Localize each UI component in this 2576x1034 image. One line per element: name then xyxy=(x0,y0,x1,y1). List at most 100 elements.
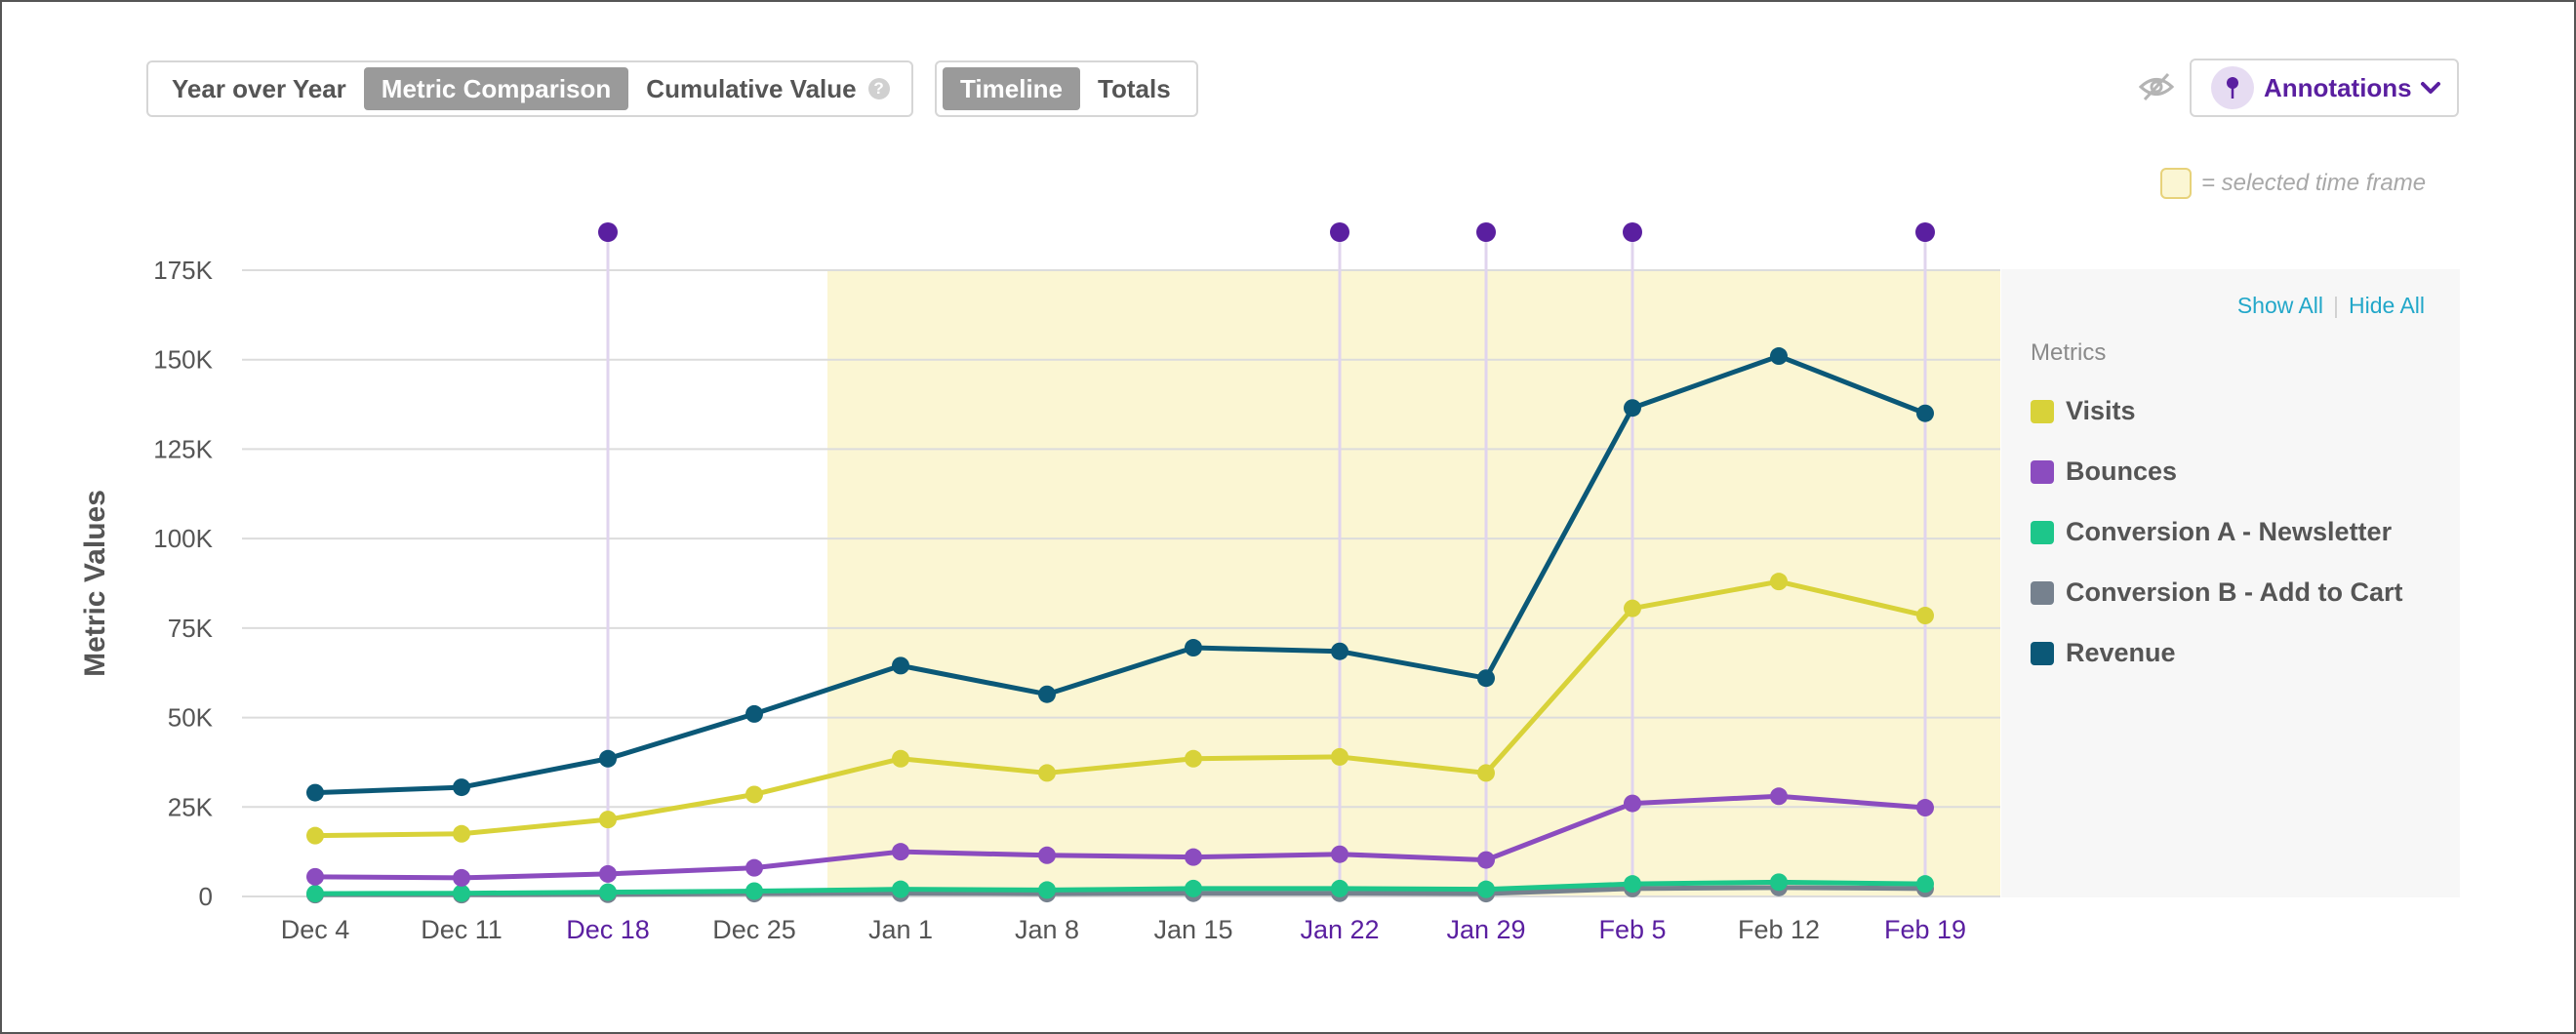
data-point xyxy=(306,826,324,845)
data-point xyxy=(892,880,909,898)
x-tick-label: Jan 8 xyxy=(1015,915,1079,944)
view-mode-segmented-control: Year over Year Metric Comparison Cumulat… xyxy=(146,60,913,117)
data-point xyxy=(1916,404,1934,422)
legend-label-visits: Visits xyxy=(2066,396,2136,425)
series-line-bounces xyxy=(314,793,1926,881)
x-tick-label: Feb 19 xyxy=(1884,915,1966,944)
data-point xyxy=(1477,880,1495,898)
show-all-link[interactable]: Show All xyxy=(2236,293,2324,318)
y-tick-label: 175K xyxy=(153,256,213,285)
legend-swatch-conversion-a xyxy=(2031,520,2054,544)
legend-swatch-revenue xyxy=(2031,641,2054,665)
x-tick-label: Jan 22 xyxy=(1300,915,1379,944)
data-point xyxy=(892,749,909,768)
legend-item-conversion-a[interactable]: Conversion A - Newsletter xyxy=(2031,517,2392,547)
chevron-down-icon xyxy=(2420,82,2440,94)
annotation-marker xyxy=(598,222,618,242)
tab-year-over-year-label: Year over Year xyxy=(172,74,346,103)
series-visits xyxy=(306,573,1934,845)
data-point xyxy=(1038,846,1056,864)
tab-cumulative-value-label: Cumulative Value xyxy=(646,74,857,103)
legend-swatch-bounces xyxy=(2031,459,2054,484)
series-line-visits xyxy=(314,578,1926,839)
x-tick-label: Jan 29 xyxy=(1446,915,1525,944)
tab-metric-comparison[interactable]: Metric Comparison xyxy=(363,67,629,110)
data-point xyxy=(892,656,909,675)
data-point xyxy=(1916,799,1934,817)
legend-item-visits[interactable]: Visits xyxy=(2031,396,2136,426)
data-point xyxy=(1038,685,1056,703)
series-revenue xyxy=(306,347,1934,802)
data-point xyxy=(1038,881,1056,899)
tab-year-over-year[interactable]: Year over Year xyxy=(154,67,364,110)
data-point xyxy=(1331,845,1348,863)
series-bounces xyxy=(306,787,1934,887)
annotations-dropdown-button[interactable]: Annotations xyxy=(2190,59,2459,117)
legend-swatch-conversion-b xyxy=(2031,580,2054,605)
selected-time-frame-swatch xyxy=(2160,168,2192,199)
annotation-marker xyxy=(1915,222,1935,242)
series-conversion-a-newsletter xyxy=(306,873,1934,903)
legend-links-separator: | xyxy=(2333,293,2340,318)
data-point xyxy=(1770,873,1788,892)
data-point xyxy=(1331,879,1348,897)
legend-item-conversion-b[interactable]: Conversion B - Add to Cart xyxy=(2031,577,2403,608)
x-tick-label: Dec 11 xyxy=(421,915,503,944)
data-point xyxy=(599,883,617,901)
data-point xyxy=(306,783,324,802)
legend-panel: Show All | Hide All Metrics Visits Bounces… xyxy=(2001,269,2460,897)
x-tick-label: Dec 4 xyxy=(281,915,350,944)
tab-totals[interactable]: Totals xyxy=(1080,67,1188,110)
data-point xyxy=(892,843,909,861)
y-tick-label: 100K xyxy=(153,524,213,553)
selected-time-frame-note: = selected time frame xyxy=(2160,168,2426,199)
hide-all-link[interactable]: Hide All xyxy=(2349,293,2425,318)
pin-icon xyxy=(2211,66,2254,109)
data-point xyxy=(1185,879,1202,897)
data-point xyxy=(599,864,617,883)
legend-label-revenue: Revenue xyxy=(2066,638,2176,667)
data-point xyxy=(1624,399,1641,418)
data-point xyxy=(1770,347,1788,366)
data-point xyxy=(745,785,763,804)
data-point xyxy=(1916,875,1934,894)
legend-item-bounces[interactable]: Bounces xyxy=(2031,457,2177,487)
x-tick-label: Jan 1 xyxy=(868,915,933,944)
tab-totals-label: Totals xyxy=(1098,74,1171,103)
display-mode-segmented-control: Timeline Totals xyxy=(935,60,1198,117)
tab-metric-comparison-label: Metric Comparison xyxy=(381,74,612,103)
data-point xyxy=(745,858,763,877)
data-point xyxy=(306,885,324,903)
tab-timeline[interactable]: Timeline xyxy=(943,67,1081,110)
data-point xyxy=(453,824,470,843)
data-point xyxy=(453,778,470,797)
data-point xyxy=(1185,639,1202,657)
tab-timeline-label: Timeline xyxy=(960,74,1064,103)
data-point xyxy=(745,704,763,723)
legend-item-revenue[interactable]: Revenue xyxy=(2031,638,2176,668)
data-point xyxy=(1477,669,1495,688)
annotation-marker xyxy=(1476,222,1496,242)
y-tick-label: 75K xyxy=(168,614,214,643)
x-tick-label: Dec 18 xyxy=(566,915,650,944)
series-line-revenue xyxy=(314,353,1926,796)
legend-label-bounces: Bounces xyxy=(2066,457,2178,486)
series-line-conversion-a-newsletter xyxy=(314,879,1926,896)
data-point xyxy=(1770,573,1788,591)
data-point xyxy=(1331,642,1348,660)
data-point xyxy=(1624,875,1641,894)
y-tick-label: 150K xyxy=(153,345,213,375)
y-tick-label: 25K xyxy=(168,792,214,821)
data-point xyxy=(1331,747,1348,766)
data-point xyxy=(1624,794,1641,813)
data-point xyxy=(306,867,324,886)
legend-swatch-visits xyxy=(2031,399,2054,423)
data-point xyxy=(1477,764,1495,782)
y-tick-label: 0 xyxy=(199,882,213,911)
data-point xyxy=(599,811,617,829)
eye-hidden-icon[interactable] xyxy=(2137,70,2176,103)
data-point xyxy=(453,868,470,887)
help-icon[interactable]: ? xyxy=(867,78,890,99)
tab-cumulative-value[interactable]: Cumulative Value? xyxy=(628,67,906,110)
